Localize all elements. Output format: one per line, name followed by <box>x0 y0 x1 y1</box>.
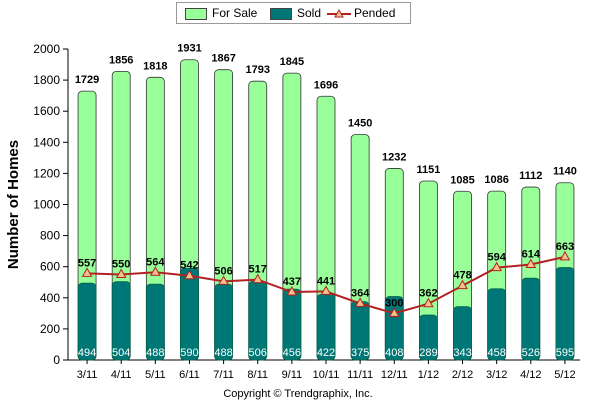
marker-pended <box>491 261 503 272</box>
x-tick-label: 10/11 <box>313 369 340 381</box>
marker-pended <box>354 297 366 307</box>
marker-pended <box>388 307 400 317</box>
data-label-for-sale: 1845 <box>280 56 304 68</box>
y-tick-label: 2000 <box>33 42 60 56</box>
data-label-pended: 614 <box>522 249 541 261</box>
data-label-for-sale: 1232 <box>382 151 406 163</box>
marker-pended <box>218 275 229 285</box>
data-label-sold: 504 <box>112 347 130 359</box>
x-tick-label: 3/12 <box>486 369 507 381</box>
x-tick-label: 3/11 <box>77 369 98 381</box>
data-label-sold: 488 <box>146 347 164 359</box>
data-label-for-sale: 1729 <box>75 74 99 86</box>
marker-pended <box>525 258 537 269</box>
marker-pended <box>115 268 127 278</box>
data-label-sold: 375 <box>351 347 369 359</box>
data-label-for-sale: 1112 <box>519 170 542 182</box>
data-label-sold: 506 <box>249 347 267 359</box>
x-tick-label: 8/11 <box>247 369 268 381</box>
data-label-pended: 506 <box>214 265 232 277</box>
data-label-pended: 300 <box>385 297 403 309</box>
marker-pended <box>149 266 161 276</box>
x-tick-label: 2/12 <box>452 369 473 381</box>
data-label-pended: 557 <box>78 257 96 269</box>
y-tick-label: 1000 <box>33 198 60 212</box>
x-tick-label: 4/12 <box>520 369 541 381</box>
y-tick-label: 1200 <box>33 166 60 180</box>
x-tick-label: 1/12 <box>418 369 439 381</box>
y-tick-label: 800 <box>40 229 60 243</box>
data-label-sold: 526 <box>522 347 540 359</box>
data-label-pended: 550 <box>112 258 130 270</box>
marker-pended <box>559 250 571 261</box>
y-tick-label: 0 <box>53 353 60 367</box>
data-label-sold: 289 <box>419 347 437 359</box>
x-tick-label: 7/11 <box>213 369 234 381</box>
data-label-for-sale: 1140 <box>553 166 577 178</box>
data-label-pended: 663 <box>556 241 574 253</box>
legend-swatch-pended <box>327 8 351 18</box>
data-label-sold: 343 <box>453 347 471 359</box>
legend-swatch-sold <box>270 8 292 20</box>
data-label-for-sale: 1931 <box>177 43 201 55</box>
legend-label-pended: Pended <box>354 6 396 20</box>
y-tick-label: 1800 <box>33 73 60 87</box>
x-tick-label: 6/11 <box>179 369 200 381</box>
data-label-pended: 362 <box>419 288 437 300</box>
y-tick-label: 200 <box>40 322 60 336</box>
data-label-pended: 594 <box>487 252 506 264</box>
data-label-for-sale: 1086 <box>484 174 508 186</box>
data-label-for-sale: 1867 <box>211 53 235 65</box>
marker-pended <box>457 279 468 290</box>
data-label-sold: 422 <box>317 347 335 359</box>
marker-pended <box>81 267 93 277</box>
legend-label-sold: Sold <box>297 6 322 20</box>
legend-label-for-sale: For Sale <box>212 6 258 20</box>
x-tick-label: 9/11 <box>282 369 303 381</box>
y-tick-label: 1400 <box>33 135 60 149</box>
data-label-sold: 595 <box>556 347 574 359</box>
data-label-pended: 441 <box>317 275 335 287</box>
data-label-for-sale: 1793 <box>245 64 269 76</box>
data-label-pended: 364 <box>351 287 370 299</box>
data-label-for-sale: 1085 <box>450 174 474 186</box>
marker-pended <box>286 286 298 296</box>
data-label-pended: 564 <box>146 256 165 268</box>
data-label-for-sale: 1151 <box>416 164 440 176</box>
y-tick-label: 1600 <box>33 104 60 118</box>
data-label-sold: 408 <box>385 347 403 359</box>
data-label-pended: 542 <box>180 260 198 272</box>
data-label-sold: 456 <box>283 347 301 359</box>
x-tick-label: 5/12 <box>554 369 575 381</box>
copyright: Copyright © Trendgraphix, Inc. <box>223 388 373 400</box>
data-label-for-sale: 1856 <box>109 54 133 66</box>
data-label-sold: 458 <box>487 347 505 359</box>
data-label-pended: 517 <box>249 264 267 276</box>
data-label-for-sale: 1818 <box>143 60 167 72</box>
marker-pended <box>423 297 434 308</box>
data-label-sold: 590 <box>180 347 198 359</box>
marker-pended <box>252 273 264 284</box>
x-tick-label: 12/11 <box>381 369 408 381</box>
y-tick-label: 400 <box>40 291 60 305</box>
x-tick-label: 5/11 <box>145 369 166 381</box>
data-label-sold: 494 <box>78 347 96 359</box>
data-label-pended: 437 <box>283 276 301 288</box>
marker-pended <box>184 269 195 280</box>
legend: For Sale Sold Pended <box>176 2 411 24</box>
x-tick-label: 11/11 <box>347 369 373 381</box>
data-label-sold: 488 <box>214 347 232 359</box>
x-tick-label: 4/11 <box>111 369 132 381</box>
data-label-for-sale: 1696 <box>314 79 338 91</box>
y-tick-label: 600 <box>40 260 60 274</box>
legend-swatch-for-sale <box>185 8 207 20</box>
data-label-pended: 478 <box>453 270 471 282</box>
marker-pended <box>320 285 332 295</box>
data-label-for-sale: 1450 <box>348 118 372 130</box>
y-axis-label: Number of Homes <box>5 140 22 269</box>
